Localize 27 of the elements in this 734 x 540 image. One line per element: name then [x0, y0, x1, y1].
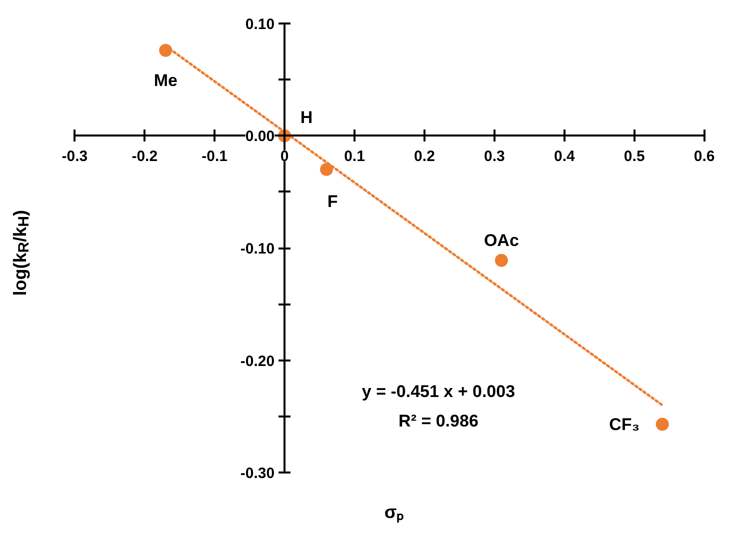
y-tick-label: -0.30: [240, 465, 275, 482]
x-axis-title: σₚ: [384, 501, 404, 525]
y-tick-label: 0.00: [245, 128, 275, 146]
y-tick-label: 0.10: [245, 16, 275, 33]
annotation: Me: [154, 70, 178, 90]
point: [656, 418, 669, 431]
annotation: CF₃: [609, 414, 640, 434]
x-tick-label: -0.2: [132, 148, 158, 166]
annotation: F: [327, 192, 338, 211]
annotation: R² = 0.986: [398, 411, 478, 430]
x-tick-label: 0.1: [344, 148, 365, 166]
annotation: OAc: [484, 230, 519, 250]
x-tick-label: -0.1: [202, 148, 228, 166]
x-tick-label: 0.2: [414, 148, 435, 166]
annotation: y = -0.451 x + 0.003: [362, 382, 516, 402]
x-tick-label: 0.5: [624, 148, 645, 166]
y-tick-label: -0.20: [240, 352, 275, 370]
x-tick-label: 0.6: [694, 148, 715, 166]
x-tick-label: 0: [280, 148, 289, 166]
point: [159, 44, 172, 57]
x-tick-label: 0.3: [484, 148, 505, 166]
point: [494, 254, 508, 267]
point: [320, 162, 334, 176]
y-tick-label: -0.10: [240, 240, 275, 258]
annotation: H: [300, 108, 313, 128]
x-tick-label: 0.4: [554, 148, 576, 166]
x-tick-label: -0.3: [62, 148, 88, 166]
